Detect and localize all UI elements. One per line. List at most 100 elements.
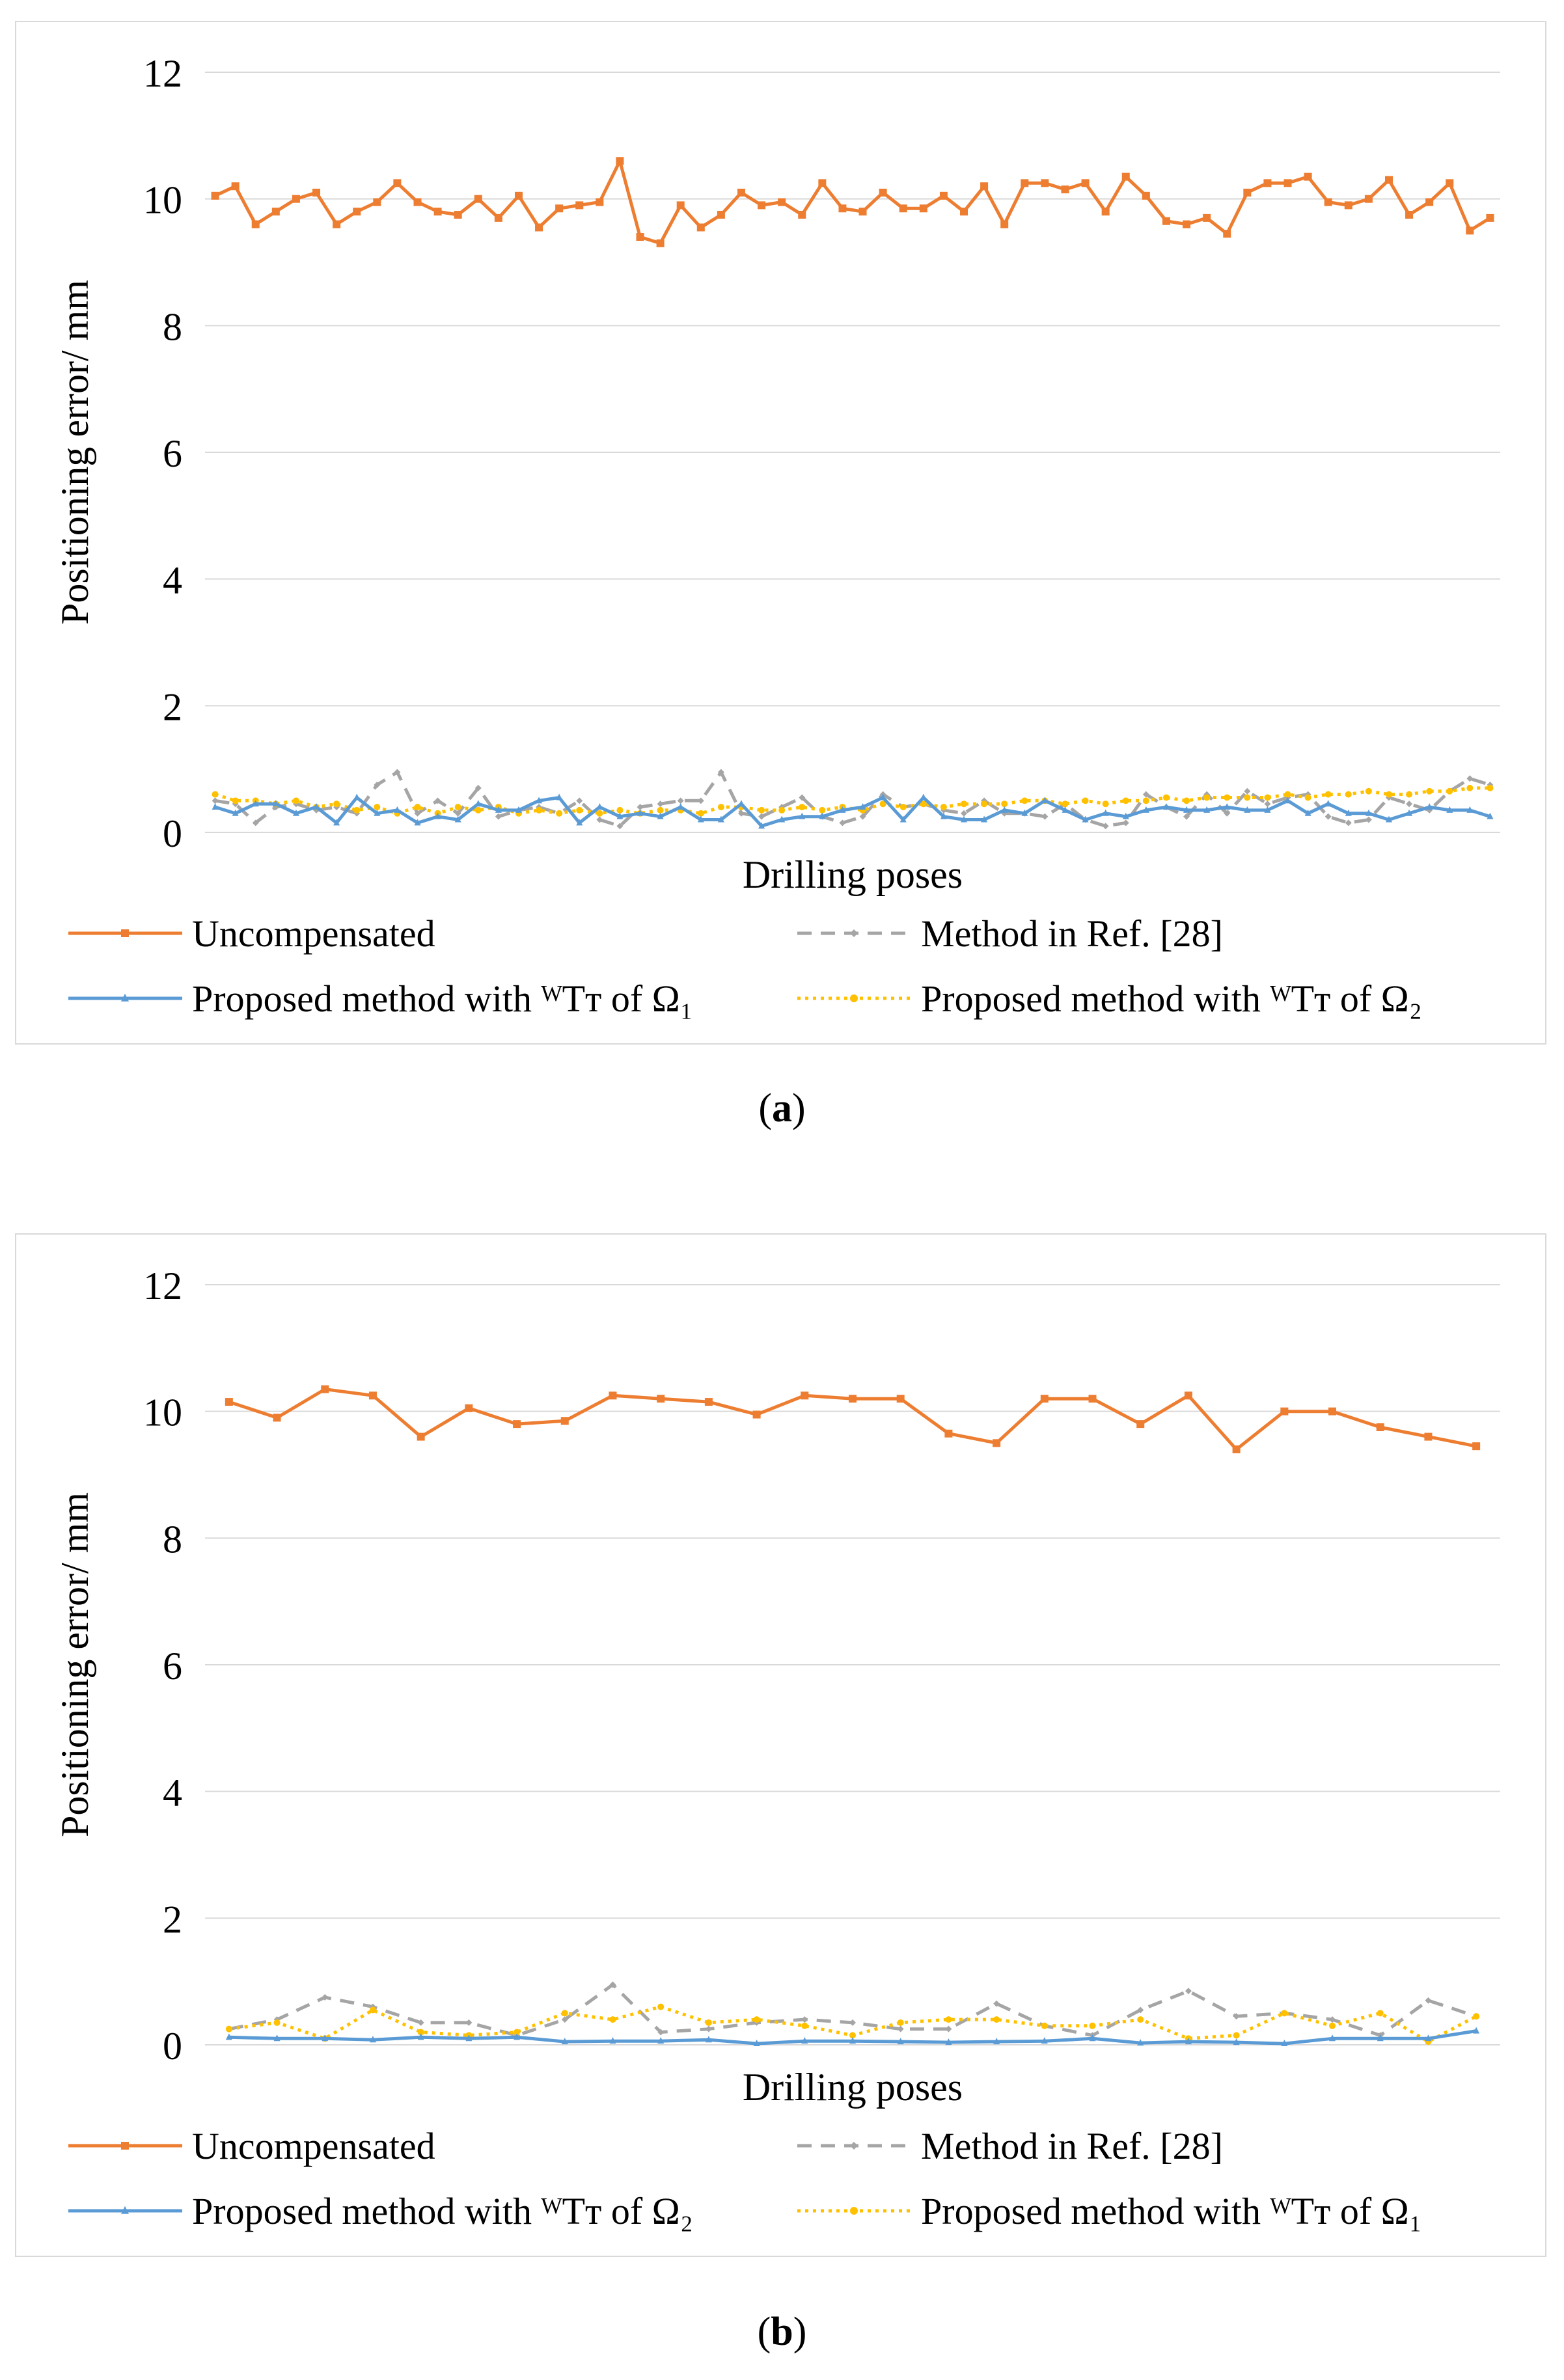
a-series-3-point-28 — [778, 806, 786, 814]
a-series-0-point-25 — [717, 211, 725, 219]
a-series-2-point-61 — [1446, 806, 1453, 813]
b-series-0-point-2 — [321, 1385, 329, 1393]
a-legend-label-1: Method in Ref. [28] — [921, 912, 1223, 955]
a-series-0-point-54 — [1304, 172, 1312, 181]
a-series-1-point-0 — [212, 797, 219, 804]
a-series-3-point-1 — [232, 797, 239, 804]
a-series-2-point-49 — [1203, 806, 1211, 813]
a-ytick-label-8: 8 — [163, 305, 182, 348]
b-series-1-point-7 — [561, 2016, 568, 2023]
a-series-2-point-34 — [899, 815, 907, 823]
a-series-1-point-57 — [1365, 816, 1372, 823]
a-series-0-point-50 — [1223, 230, 1231, 238]
a-series-1-point-31 — [839, 819, 846, 827]
a-series-1-point-25 — [717, 769, 724, 776]
b-series-2-point-22 — [1281, 2040, 1288, 2047]
a-series-1-line — [215, 771, 1491, 828]
b-series-1-point-9 — [657, 2029, 665, 2036]
b-series-0-point-18 — [1088, 1395, 1097, 1403]
a-series-0-point-7 — [353, 208, 361, 216]
a-series-0-point-26 — [737, 188, 745, 197]
b-series-2-point-6 — [514, 2033, 521, 2040]
b-legend-marker-3 — [850, 2207, 858, 2215]
b-y-axis-label: Positioning error/ mm — [53, 1492, 96, 1837]
a-series-2-point-10 — [414, 819, 421, 826]
b-series-2-point-8 — [609, 2037, 616, 2044]
a-series-3-point-30 — [819, 806, 826, 814]
b-series-3-point-3 — [369, 2006, 376, 2014]
a-series-0-point-16 — [535, 223, 543, 232]
a-series-3-point-35 — [920, 800, 927, 808]
a-series-0-point-51 — [1243, 188, 1252, 197]
b-x-axis-label: Drilling poses — [743, 2066, 963, 2109]
b-ytick-label-0: 0 — [163, 2025, 182, 2068]
caption-a: (a) — [758, 1086, 806, 1130]
a-series-2-point-5 — [313, 803, 320, 810]
a-legend-marker-1 — [850, 929, 858, 937]
a-series-0-point-23 — [676, 201, 685, 210]
a-series-2-point-32 — [859, 803, 866, 810]
a-series-1-point-37 — [961, 810, 968, 817]
a-series-3-point-54 — [1304, 794, 1311, 801]
a-series-3-point-24 — [697, 810, 704, 817]
a-series-1-point-23 — [677, 797, 684, 804]
a-series-0-point-8 — [373, 198, 381, 206]
a-series-3-point-40 — [1021, 797, 1028, 804]
a-series-1 — [212, 769, 1494, 830]
a-series-1-point-2 — [252, 819, 259, 827]
a-series-0-point-41 — [1041, 179, 1049, 187]
a-series-1-point-44 — [1102, 823, 1109, 830]
a-series-3-point-52 — [1264, 794, 1271, 801]
a-series-1-point-62 — [1466, 775, 1474, 782]
b-series-1-point-16 — [993, 2000, 1000, 2007]
a-series-2-point-14 — [495, 806, 502, 813]
b-series-3-point-21 — [1233, 2032, 1240, 2039]
b-series-1-point-23 — [1329, 2016, 1336, 2023]
a-series-2-point-11 — [434, 812, 441, 819]
a-series-0-point-58 — [1384, 176, 1393, 184]
a-series-2-point-9 — [394, 806, 401, 813]
a-series-0-point-20 — [616, 157, 624, 165]
b-legend-item-1: Method in Ref. [28] — [797, 2125, 1223, 2167]
a-series-1-point-41 — [1041, 813, 1049, 820]
a-series-2-point-52 — [1264, 806, 1271, 813]
a-series-0-point-21 — [636, 233, 644, 241]
a-series-2-point-40 — [1021, 809, 1028, 816]
a-series-2-point-17 — [556, 793, 563, 800]
a-legend-item-1: Method in Ref. [28] — [797, 912, 1223, 955]
a-series-3-point-49 — [1203, 794, 1211, 801]
a-series-1-point-18 — [576, 797, 583, 804]
a-series-2-point-2 — [252, 800, 259, 807]
a-series-0-point-9 — [393, 179, 402, 187]
b-series-3-point-4 — [417, 2029, 424, 2036]
a-series-2-point-6 — [333, 819, 340, 826]
a-series-0-point-5 — [312, 188, 321, 197]
a-series-1-point-13 — [474, 784, 482, 791]
a-ytick-label-2: 2 — [163, 685, 182, 728]
a-series-2-point-59 — [1406, 809, 1413, 816]
b-series-2-point-23 — [1329, 2034, 1336, 2042]
b-series-2-point-17 — [1041, 2037, 1048, 2044]
a-series-2-point-57 — [1365, 809, 1372, 816]
b-series-2-point-13 — [849, 2037, 856, 2044]
a-series-1-point-21 — [637, 804, 644, 811]
a-series-2-point-38 — [981, 815, 988, 823]
a-series-0-point-36 — [939, 191, 948, 200]
a-series-3-point-27 — [758, 806, 765, 814]
a-series-1-point-56 — [1345, 819, 1352, 827]
b-series-3-point-1 — [273, 2019, 281, 2026]
a-series-2-point-43 — [1082, 815, 1089, 823]
a-series-1-point-48 — [1183, 813, 1190, 820]
a-series-0-point-60 — [1425, 198, 1434, 206]
a-series-2-point-26 — [737, 800, 745, 807]
a-series-0-point-61 — [1446, 179, 1454, 187]
b-series-0-point-20 — [1184, 1391, 1192, 1400]
b-series-3-point-8 — [609, 2016, 616, 2023]
a-series-2-point-28 — [778, 815, 786, 823]
b-legend-marker-0 — [121, 2142, 129, 2150]
a-series-3-point-20 — [616, 806, 624, 814]
a-series-2-point-13 — [474, 800, 482, 807]
b-series-0-point-10 — [704, 1398, 713, 1406]
a-series-0-point-42 — [1061, 185, 1069, 194]
b-series-0-point-25 — [1424, 1432, 1433, 1441]
